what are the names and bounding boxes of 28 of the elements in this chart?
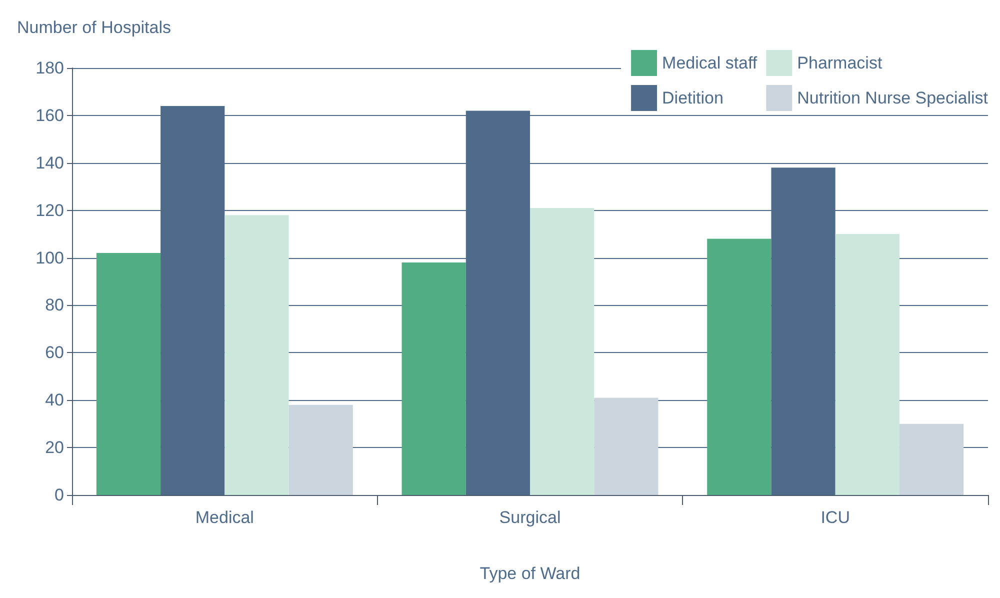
y-axis-title: Number of Hospitals	[17, 18, 172, 37]
x-tick-label: Surgical	[499, 508, 561, 527]
bar	[594, 398, 658, 495]
y-tick-label: 160	[36, 106, 64, 125]
y-tick-label: 120	[36, 200, 64, 220]
x-axis-title: Type of Ward	[480, 564, 580, 583]
y-tick-label: 20	[45, 438, 64, 458]
x-tick-label: Medical	[195, 508, 254, 527]
x-tick-label: ICU	[820, 508, 850, 527]
legend-label: Pharmacist	[797, 54, 882, 72]
y-tick-label: 180	[36, 58, 64, 78]
bar	[402, 262, 466, 495]
bar	[707, 238, 772, 495]
bar	[224, 215, 289, 495]
y-tick-label: 140	[36, 153, 64, 172]
bar	[96, 253, 161, 495]
legend-label: Medical staff	[662, 54, 758, 72]
legend-label: Nutrition Nurse Specialist	[797, 88, 988, 108]
y-tick-label: 60	[45, 343, 64, 362]
bar	[288, 404, 353, 495]
bar	[530, 208, 594, 495]
y-tick-label: 40	[45, 390, 64, 410]
legend-label: Dietition	[662, 88, 724, 108]
y-tick-label: 0	[54, 486, 64, 504]
y-tick-label: 100	[36, 248, 64, 268]
y-tick-label: 80	[45, 296, 64, 315]
bar	[835, 234, 900, 495]
bar	[899, 424, 964, 495]
